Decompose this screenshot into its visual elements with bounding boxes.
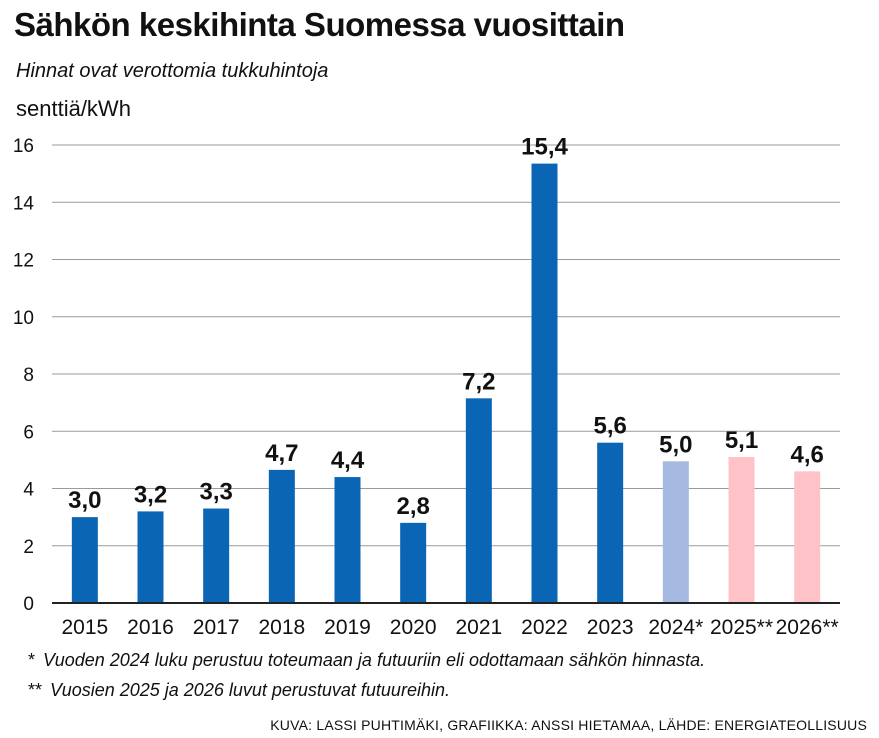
bar xyxy=(728,457,755,603)
y-tick-label: 0 xyxy=(23,594,34,615)
y-tick-label: 16 xyxy=(13,136,34,157)
x-tick-label: 2022 xyxy=(521,616,568,639)
footnote-text: Vuosien 2025 ja 2026 luvut perustuvat fu… xyxy=(50,680,450,700)
footnote-mark: * xyxy=(28,650,36,670)
x-tick-label: 2015 xyxy=(61,616,108,639)
bar xyxy=(334,477,361,603)
data-label: 7,2 xyxy=(462,368,495,395)
bar xyxy=(137,511,164,603)
bar xyxy=(268,469,295,603)
x-tick-label: 2017 xyxy=(193,616,240,639)
chart-subtitle: Hinnat ovat verottomia tukkuhintoja xyxy=(16,60,329,82)
bar xyxy=(794,471,821,603)
bar xyxy=(465,398,492,603)
data-label: 5,0 xyxy=(659,431,692,458)
x-tick-label: 2026** xyxy=(776,616,839,639)
chart-title: Sähkön keskihinta Suomessa vuosittain xyxy=(14,6,625,43)
y-tick-label: 14 xyxy=(13,193,35,214)
bar-chart: 0 2 4 6 8 10 12 14 16 3,0 3,2 3,3 4,7 4,4 2,8 7,2 15,4 5… xyxy=(13,134,840,639)
x-tick-label: 2023 xyxy=(587,616,634,639)
x-tick-label: 2020 xyxy=(390,616,437,639)
bar xyxy=(203,508,230,603)
data-label: 3,3 xyxy=(199,479,232,506)
bars xyxy=(71,163,821,603)
bar xyxy=(531,163,558,603)
footnote-mark: ** xyxy=(28,680,43,700)
y-axis-ticks: 0 2 4 6 8 10 12 14 16 xyxy=(13,136,35,615)
x-tick-label: 2021 xyxy=(455,616,502,639)
data-label: 15,4 xyxy=(521,134,568,161)
y-tick-label: 2 xyxy=(23,537,34,558)
data-label: 5,1 xyxy=(725,427,758,454)
y-tick-label: 6 xyxy=(23,422,34,443)
footnote-2024: * Vuoden 2024 luku perustuu toteumaan ja … xyxy=(28,650,705,671)
x-tick-label: 2018 xyxy=(258,616,305,639)
data-label: 2,8 xyxy=(396,493,429,520)
x-tick-label: 2019 xyxy=(324,616,371,639)
data-label: 4,4 xyxy=(331,447,365,474)
data-label: 3,2 xyxy=(134,481,167,508)
y-tick-label: 10 xyxy=(13,308,34,329)
footnote-text: Vuoden 2024 luku perustuu toteumaan ja f… xyxy=(43,650,706,670)
y-tick-label: 12 xyxy=(13,251,34,272)
bar xyxy=(71,517,98,603)
footnote-2025-2026: ** Vuosien 2025 ja 2026 luvut perustuvat … xyxy=(28,680,450,701)
x-tick-label: 2025** xyxy=(710,616,773,639)
bar xyxy=(400,522,427,603)
data-label: 5,6 xyxy=(593,413,626,440)
data-label: 4,7 xyxy=(265,440,298,467)
x-axis-labels: 2015 2016 2017 2018 2019 2020 2021 2022 2023 2024… xyxy=(61,616,838,639)
gridlines xyxy=(52,144,840,547)
data-label: 4,6 xyxy=(790,441,823,468)
y-axis-unit-label: senttiä/kWh xyxy=(16,96,131,121)
y-tick-label: 4 xyxy=(23,480,34,501)
image-credit: KUVA: LASSI PUHTIMÄKI, GRAFIIKKA: ANSSI … xyxy=(270,717,867,733)
bar xyxy=(662,461,689,603)
data-label: 3,0 xyxy=(68,487,101,514)
x-tick-label: 2024* xyxy=(648,616,703,639)
value-labels: 3,0 3,2 3,3 4,7 4,4 2,8 7,2 15,4 5,6 5,0 5,1 4,6 xyxy=(68,134,824,520)
bar xyxy=(597,442,624,603)
x-tick-label: 2016 xyxy=(127,616,174,639)
y-tick-label: 8 xyxy=(23,365,34,386)
